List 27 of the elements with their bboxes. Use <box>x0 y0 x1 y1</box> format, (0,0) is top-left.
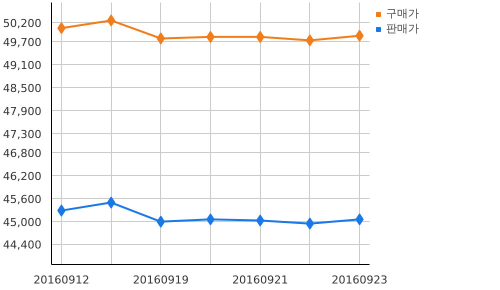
point <box>355 213 364 226</box>
point <box>106 196 116 209</box>
y-tick-label: 48,500 <box>3 82 42 95</box>
point <box>57 22 66 34</box>
x-tick-label: 20160919 <box>132 274 189 286</box>
point <box>306 218 314 230</box>
x-tick-label: 20160923 <box>332 274 388 286</box>
y-tick-label: 46,200 <box>3 170 42 183</box>
y-tick-label: 44,400 <box>3 238 42 252</box>
y-tick-label: 49,100 <box>3 58 42 72</box>
x-tick-label: 20160921 <box>232 274 288 286</box>
legend-label: 판매가 <box>386 21 420 36</box>
legend-label: 구매가 <box>386 6 420 21</box>
y-tick-label: 50,200 <box>3 16 42 30</box>
point <box>206 213 215 226</box>
y-tick-label: 45,600 <box>3 192 42 206</box>
y-tick-label: 49,700 <box>3 36 42 50</box>
y-tick-label: 47,300 <box>3 128 42 141</box>
y-tick-label: 46,800 <box>3 146 42 160</box>
point <box>106 14 116 26</box>
point <box>355 30 364 42</box>
point <box>206 30 215 43</box>
point <box>57 204 66 217</box>
x-tick-label: 20160912 <box>33 274 90 286</box>
point <box>306 34 314 46</box>
y-tick-label: 45,000 <box>3 216 42 229</box>
y-tick-label: 47,900 <box>3 104 42 118</box>
